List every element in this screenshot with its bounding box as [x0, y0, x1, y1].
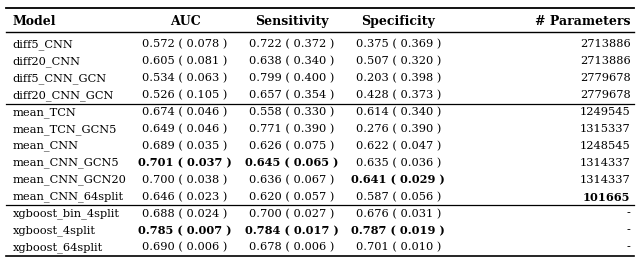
Text: 0.626 ( 0.075 ): 0.626 ( 0.075 ) — [249, 141, 335, 151]
Text: mean_CNN_64split: mean_CNN_64split — [13, 192, 124, 202]
Text: 0.771 ( 0.390 ): 0.771 ( 0.390 ) — [249, 124, 335, 134]
Text: 2779678: 2779678 — [580, 73, 630, 83]
Text: 0.507 ( 0.320 ): 0.507 ( 0.320 ) — [356, 56, 441, 66]
Text: 0.701 ( 0.010 ): 0.701 ( 0.010 ) — [356, 242, 441, 253]
Text: 0.620 ( 0.057 ): 0.620 ( 0.057 ) — [249, 192, 335, 202]
Text: 0.641 ( 0.029 ): 0.641 ( 0.029 ) — [351, 175, 445, 186]
Text: 0.674 ( 0.046 ): 0.674 ( 0.046 ) — [143, 107, 228, 117]
Text: Model: Model — [13, 15, 56, 28]
Text: 0.700 ( 0.038 ): 0.700 ( 0.038 ) — [143, 175, 228, 185]
Text: 0.534 ( 0.063 ): 0.534 ( 0.063 ) — [143, 73, 228, 83]
Text: diff20_CNN_GCN: diff20_CNN_GCN — [13, 90, 114, 101]
Text: -: - — [627, 226, 630, 235]
Text: 0.622 ( 0.047 ): 0.622 ( 0.047 ) — [356, 141, 441, 151]
Text: 1314337: 1314337 — [580, 158, 630, 168]
Text: 0.689 ( 0.035 ): 0.689 ( 0.035 ) — [143, 141, 228, 151]
Text: xgboost_4split: xgboost_4split — [13, 226, 95, 236]
Text: 0.701 ( 0.037 ): 0.701 ( 0.037 ) — [138, 158, 232, 169]
Text: 0.700 ( 0.027 ): 0.700 ( 0.027 ) — [249, 209, 335, 219]
Text: 0.690 ( 0.006 ): 0.690 ( 0.006 ) — [143, 242, 228, 253]
Text: 0.787 ( 0.019 ): 0.787 ( 0.019 ) — [351, 226, 445, 236]
Text: 0.605 ( 0.081 ): 0.605 ( 0.081 ) — [143, 56, 228, 66]
Text: Specificity: Specificity — [362, 15, 435, 28]
Text: 0.614 ( 0.340 ): 0.614 ( 0.340 ) — [356, 107, 441, 117]
Text: 0.276 ( 0.390 ): 0.276 ( 0.390 ) — [356, 124, 441, 134]
Text: 0.646 ( 0.023 ): 0.646 ( 0.023 ) — [143, 192, 228, 202]
Text: 1248545: 1248545 — [580, 141, 630, 151]
Text: 2779678: 2779678 — [580, 90, 630, 100]
Text: 0.676 ( 0.031 ): 0.676 ( 0.031 ) — [356, 209, 441, 219]
Text: 1314337: 1314337 — [580, 175, 630, 185]
Text: 2713886: 2713886 — [580, 56, 630, 66]
Text: # Parameters: # Parameters — [535, 15, 630, 28]
Text: -: - — [627, 209, 630, 218]
Text: mean_TCN_GCN5: mean_TCN_GCN5 — [13, 124, 117, 135]
Text: 0.678 ( 0.006 ): 0.678 ( 0.006 ) — [249, 242, 335, 253]
Text: 0.784 ( 0.017 ): 0.784 ( 0.017 ) — [245, 226, 339, 236]
Text: 0.428 ( 0.373 ): 0.428 ( 0.373 ) — [356, 90, 441, 100]
Text: diff20_CNN: diff20_CNN — [13, 56, 81, 67]
Text: mean_TCN: mean_TCN — [13, 107, 76, 118]
Text: 0.799 ( 0.400 ): 0.799 ( 0.400 ) — [249, 73, 335, 83]
Text: 0.203 ( 0.398 ): 0.203 ( 0.398 ) — [356, 73, 441, 83]
Text: 0.558 ( 0.330 ): 0.558 ( 0.330 ) — [249, 107, 335, 117]
Text: 0.645 ( 0.065 ): 0.645 ( 0.065 ) — [245, 158, 339, 169]
Text: Sensitivity: Sensitivity — [255, 15, 328, 28]
Text: -: - — [627, 242, 630, 252]
Text: 0.688 ( 0.024 ): 0.688 ( 0.024 ) — [143, 209, 228, 219]
Text: 101665: 101665 — [583, 192, 630, 202]
Text: diff5_CNN_GCN: diff5_CNN_GCN — [13, 73, 107, 84]
Text: 0.636 ( 0.067 ): 0.636 ( 0.067 ) — [249, 175, 335, 185]
Text: 0.657 ( 0.354 ): 0.657 ( 0.354 ) — [249, 90, 335, 100]
Text: 0.375 ( 0.369 ): 0.375 ( 0.369 ) — [356, 39, 441, 49]
Text: 0.587 ( 0.056 ): 0.587 ( 0.056 ) — [356, 192, 441, 202]
Text: mean_CNN: mean_CNN — [13, 141, 79, 151]
Text: xgboost_64split: xgboost_64split — [13, 242, 103, 253]
Text: 0.635 ( 0.036 ): 0.635 ( 0.036 ) — [356, 158, 441, 168]
Text: 0.649 ( 0.046 ): 0.649 ( 0.046 ) — [143, 124, 228, 134]
Text: 0.638 ( 0.340 ): 0.638 ( 0.340 ) — [249, 56, 335, 66]
Text: 1249545: 1249545 — [580, 107, 630, 117]
Text: diff5_CNN: diff5_CNN — [13, 39, 74, 50]
Text: mean_CNN_GCN20: mean_CNN_GCN20 — [13, 175, 127, 185]
Text: 0.722 ( 0.372 ): 0.722 ( 0.372 ) — [249, 39, 335, 49]
Text: mean_CNN_GCN5: mean_CNN_GCN5 — [13, 158, 119, 168]
Text: 0.785 ( 0.007 ): 0.785 ( 0.007 ) — [138, 226, 232, 236]
Text: AUC: AUC — [170, 15, 200, 28]
Text: 0.526 ( 0.105 ): 0.526 ( 0.105 ) — [143, 90, 228, 100]
Text: 0.572 ( 0.078 ): 0.572 ( 0.078 ) — [143, 39, 228, 49]
Text: 2713886: 2713886 — [580, 39, 630, 49]
Text: xgboost_bin_4split: xgboost_bin_4split — [13, 209, 120, 219]
Text: 1315337: 1315337 — [580, 124, 630, 134]
